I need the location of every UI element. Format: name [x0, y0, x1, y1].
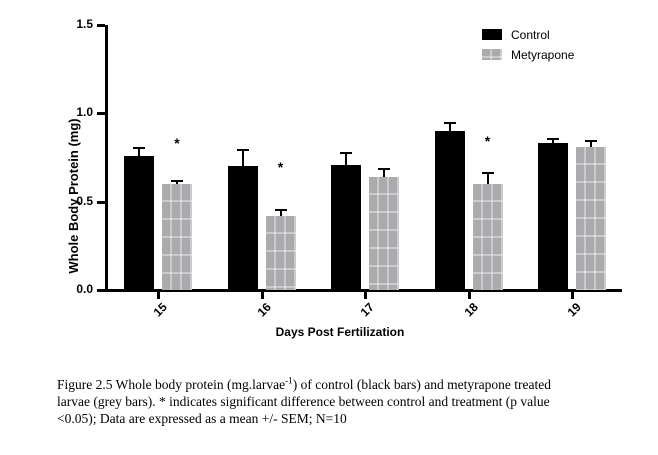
caption-line: larvae (grey bars). * indicates signific…	[57, 394, 550, 409]
bar-metyrapone	[369, 176, 399, 290]
caption-line: Figure 2.5 Whole body protein (mg.larvae…	[57, 375, 551, 392]
error-bar-cap	[443, 122, 456, 125]
bar-metyrapone	[162, 184, 192, 290]
significance-star: *	[277, 159, 284, 176]
bar-metyrapone	[472, 184, 503, 290]
error-bar-cap	[171, 180, 183, 183]
error-bar-line	[241, 148, 244, 167]
x-tick-label: 15	[150, 300, 170, 320]
significance-star: *	[174, 134, 180, 151]
y-tick-label: 0.5	[76, 193, 93, 208]
bar-chart: 0.0 0.5 1.0 1.5 15 16 17 18 19 * * * Whole Body Pro…	[66, 17, 622, 339]
error-bar-cap	[340, 152, 352, 155]
legend-item-control: Control	[482, 27, 574, 42]
x-tick	[260, 292, 264, 299]
error-bar-line	[552, 138, 554, 144]
y-tick	[97, 24, 105, 27]
error-bar-cap	[378, 168, 390, 171]
caption-line: <0.05); Data are expressed as a mean +/-…	[57, 411, 347, 426]
error-bar-line	[383, 168, 385, 177]
error-bar-cap	[481, 171, 494, 174]
legend-label-control: Control	[511, 27, 550, 42]
error-bar-line	[486, 171, 489, 184]
error-bar-line	[590, 139, 592, 147]
y-tick-label: 0.0	[76, 282, 93, 296]
figure-caption: Figure 2.5 Whole body protein (mg.larvae…	[57, 376, 597, 427]
error-bar-line	[138, 146, 140, 156]
y-tick	[97, 200, 105, 204]
bar-control	[124, 155, 154, 290]
error-bar-cap	[274, 208, 287, 211]
y-axis-title: Whole Body Protein (mg)	[66, 118, 81, 274]
y-tick-label: 1.0	[76, 105, 93, 120]
bar-metyrapone	[265, 215, 296, 290]
bar-control	[538, 143, 568, 290]
bar-metyrapone	[576, 146, 606, 290]
error-bar-line	[279, 208, 282, 216]
significance-star: *	[484, 132, 491, 149]
y-tick	[97, 112, 105, 116]
legend-label-metyrapone: Metyrapone	[511, 47, 575, 62]
x-axis-title: Days Post Fertilization	[275, 325, 405, 339]
error-bar-cap	[133, 146, 145, 149]
bar-control	[227, 166, 258, 290]
control-swatch	[482, 29, 502, 40]
legend: Control Metyrapone	[482, 27, 575, 62]
error-bar-line	[345, 152, 347, 165]
bar-control	[331, 164, 361, 290]
x-tick-label: 19	[564, 300, 584, 320]
bar-control	[434, 131, 465, 290]
x-tick	[364, 292, 367, 299]
legend-item-metyrapone: Metyrapone	[482, 47, 575, 62]
x-tick	[467, 292, 471, 299]
y-tick-label: 1.5	[76, 17, 93, 31]
x-axis-line	[105, 289, 622, 292]
error-bar-cap	[585, 139, 597, 142]
y-tick	[97, 289, 105, 292]
error-bar-cap	[236, 148, 249, 151]
x-tick	[571, 292, 574, 299]
y-axis-line	[105, 25, 108, 292]
metyrapone-swatch	[482, 49, 502, 60]
error-bar-cap	[547, 138, 559, 141]
error-bar-line	[448, 122, 451, 131]
x-tick	[157, 292, 160, 299]
